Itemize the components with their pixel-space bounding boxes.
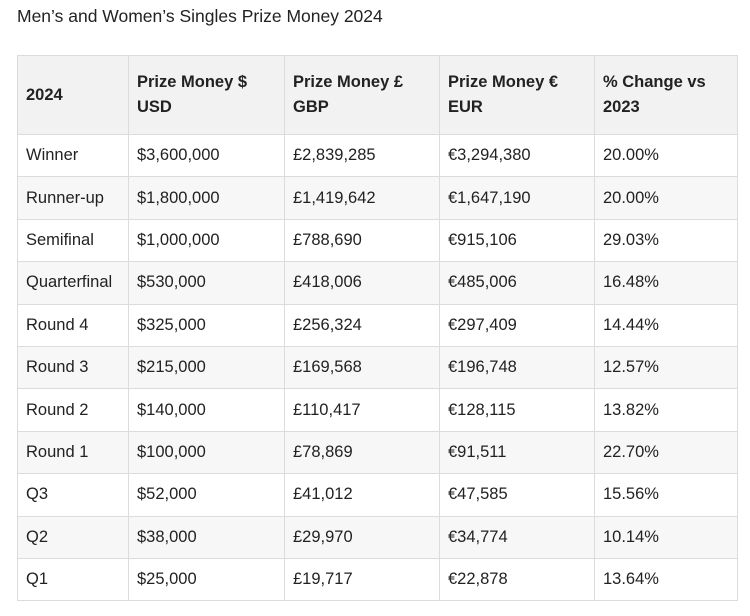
gbp-cell: £418,006 [284,261,440,305]
eur-cell: €1,647,190 [439,176,595,220]
table-row: Round 1 $100,000 £78,869 €91,511 22.70% [17,430,738,475]
table-row: Round 4 $325,000 £256,324 €297,409 14.44% [17,303,738,347]
round-cell: Winner [17,133,129,178]
change-cell: 20.00% [594,176,738,220]
round-cell: Round 3 [17,345,129,390]
gbp-cell: £41,012 [284,473,440,517]
header-change: % Change vs 2023 [594,55,738,135]
gbp-cell: £169,568 [284,345,440,390]
round-cell: Round 4 [17,303,129,347]
change-cell: 12.57% [594,345,738,390]
change-cell: 14.44% [594,303,738,347]
table-body: Winner $3,600,000 £2,839,285 €3,294,380 20.0… [17,133,738,602]
eur-cell: €196,748 [439,345,595,390]
eur-cell: €297,409 [439,303,595,347]
eur-cell: €485,006 [439,261,595,305]
usd-cell: $140,000 [128,388,285,432]
eur-cell: €91,511 [439,430,595,475]
usd-cell: $38,000 [128,515,285,559]
table-header-row: 2024 Prize Money $ USD Prize Money £ GBP… [17,55,738,135]
table-row: Runner-up $1,800,000 £1,419,642 €1,647,190 2… [17,176,738,220]
change-cell: 29.03% [594,218,738,263]
header-eur: Prize Money € EUR [439,55,595,135]
table-row: Round 3 $215,000 £169,568 €196,748 12.57% [17,345,738,390]
gbp-cell: £19,717 [284,557,440,602]
usd-cell: $100,000 [128,430,285,475]
gbp-cell: £2,839,285 [284,133,440,178]
eur-cell: €915,106 [439,218,595,263]
table-row: Quarterfinal $530,000 £418,006 €485,006 16.4… [17,261,738,305]
round-cell: Round 1 [17,430,129,475]
change-cell: 16.48% [594,261,738,305]
table-row: Semifinal $1,000,000 £788,690 €915,106 29.03… [17,218,738,263]
round-cell: Q1 [17,557,129,602]
eur-cell: €3,294,380 [439,133,595,178]
header-year: 2024 [17,55,129,135]
eur-cell: €22,878 [439,557,595,602]
table-row: Q2 $38,000 £29,970 €34,774 10.14% [17,515,738,559]
round-cell: Round 2 [17,388,129,432]
header-gbp: Prize Money £ GBP [284,55,440,135]
gbp-cell: £29,970 [284,515,440,559]
round-cell: Semifinal [17,218,129,263]
table-row: Q3 $52,000 £41,012 €47,585 15.56% [17,473,738,517]
usd-cell: $3,600,000 [128,133,285,178]
usd-cell: $25,000 [128,557,285,602]
usd-cell: $1,800,000 [128,176,285,220]
prize-money-table: 2024 Prize Money $ USD Prize Money £ GBP… [17,55,738,602]
usd-cell: $1,000,000 [128,218,285,263]
table-row: Winner $3,600,000 £2,839,285 €3,294,380 20.0… [17,133,738,178]
change-cell: 10.14% [594,515,738,559]
eur-cell: €47,585 [439,473,595,517]
gbp-cell: £78,869 [284,430,440,475]
table-row: Q1 $25,000 £19,717 €22,878 13.64% [17,557,738,602]
change-cell: 13.82% [594,388,738,432]
header-usd: Prize Money $ USD [128,55,285,135]
change-cell: 15.56% [594,473,738,517]
page-title: Men’s and Women’s Singles Prize Money 20… [17,6,383,26]
change-cell: 13.64% [594,557,738,602]
change-cell: 22.70% [594,430,738,475]
usd-cell: $325,000 [128,303,285,347]
round-cell: Quarterfinal [17,261,129,305]
table-row: Round 2 $140,000 £110,417 €128,115 13.82% [17,388,738,432]
eur-cell: €34,774 [439,515,595,559]
usd-cell: $530,000 [128,261,285,305]
change-cell: 20.00% [594,133,738,178]
usd-cell: $215,000 [128,345,285,390]
gbp-cell: £788,690 [284,218,440,263]
gbp-cell: £256,324 [284,303,440,347]
round-cell: Q2 [17,515,129,559]
round-cell: Q3 [17,473,129,517]
usd-cell: $52,000 [128,473,285,517]
gbp-cell: £1,419,642 [284,176,440,220]
gbp-cell: £110,417 [284,388,440,432]
eur-cell: €128,115 [439,388,595,432]
round-cell: Runner-up [17,176,129,220]
